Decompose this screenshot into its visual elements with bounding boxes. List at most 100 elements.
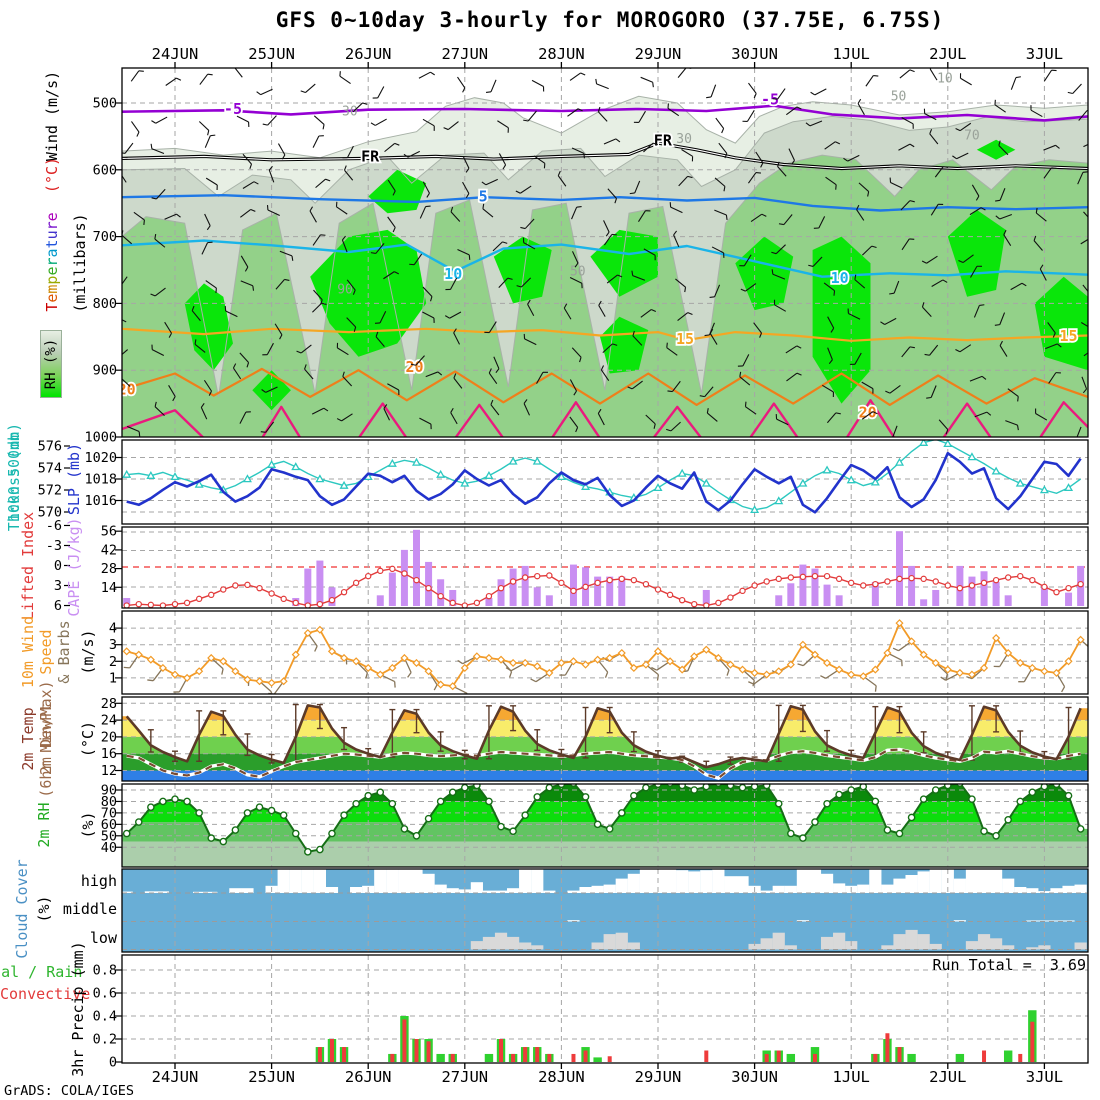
date-label-top: 28JUN [538, 45, 585, 63]
temp-contour-label: -5 [224, 100, 242, 118]
cloud-row-label: high [81, 872, 117, 890]
y-tick-label: 1 [109, 670, 117, 686]
y-tick-label: 12 [101, 763, 117, 779]
y-tick-label: 4 [109, 621, 117, 637]
temp-contour-label: 20 [859, 403, 877, 421]
date-label-bottom: 28JUN [538, 1068, 585, 1086]
date-label-bottom: 3JUL [1026, 1068, 1063, 1086]
lifted-index-axis-label: Lifted Index [19, 511, 37, 621]
date-label-top: 30JUN [731, 45, 778, 63]
temp-contour-label: 10 [444, 265, 462, 283]
temp-contour-label: 5 [479, 188, 488, 206]
date-label-top: 1JUL [833, 45, 870, 63]
millibars-axis-label: (millibars) [71, 213, 89, 313]
date-label-top: 26JUN [345, 45, 392, 63]
y-tick-label: 0.6 [93, 986, 117, 1002]
panel-upper-air: 10 30 30 50 50 70 90 -5 -5 FR FR 5 10 10 15 15 20 20 20 [118, 68, 1088, 437]
y-tick-label: 1000 [84, 430, 117, 446]
temperature-letter: t [43, 239, 61, 249]
cape-axis-label: CAPE (J/kg) [65, 517, 83, 617]
grads-credit: GrADS: COLA/IGES [4, 1083, 135, 1099]
y-tick-label: 1018 [84, 472, 117, 488]
date-label-bottom: 1JUL [833, 1068, 870, 1086]
y-tick-label: 1016 [84, 493, 117, 509]
date-label-bottom: 24JUN [152, 1068, 199, 1086]
panel-precip [122, 955, 1088, 1063]
y-tick-label: 90 [101, 783, 117, 799]
li-tick-label: 3 [54, 578, 62, 594]
date-label-top: 25JUN [248, 45, 295, 63]
y-tick-label: 700 [93, 229, 117, 245]
panel-slp-thickness [122, 440, 1088, 524]
li-tick-label: -6 [46, 518, 62, 534]
cloud-cover-axis-label: Cloud Cover [13, 859, 31, 959]
rh-contour-label: 30 [676, 132, 692, 147]
y-tick-label: 70 [101, 805, 117, 821]
wind10m-axis-label: 10m Wind [19, 615, 37, 689]
thickness-tick-label: 576 [38, 439, 62, 455]
y-tick-label: 42 [101, 542, 117, 558]
date-label-top: 3JUL [1026, 45, 1063, 63]
temperature-letter: r [43, 257, 61, 267]
y-tick-label: 50 [101, 828, 117, 844]
wind-axis-label: Wind (m/s) [43, 70, 61, 162]
convective-label: Convective [0, 985, 91, 1003]
y-tick-label: 0.4 [93, 1009, 117, 1025]
date-label-bottom: 26JUN [345, 1068, 392, 1086]
y-tick-label: 24 [101, 713, 117, 729]
y-tick-label: 500 [93, 96, 117, 112]
panel-cloud-cover [122, 869, 1088, 952]
panel-temp2m [122, 697, 1088, 781]
precip-axis-label: 3hr Precip (mm) [69, 941, 87, 1077]
minmax-axis-label: (6hr Min/Max) [37, 680, 55, 798]
date-label-bottom: 30JUN [731, 1068, 778, 1086]
li-tick-label: 0 [54, 558, 62, 574]
li-tick-label: 6 [54, 598, 62, 614]
date-label-bottom: 25JUN [248, 1068, 295, 1086]
rh-shading-legend: RH (%) [40, 330, 62, 398]
temp-contour-label: 20 [406, 358, 424, 376]
wind10m-speed-label: Speed [37, 629, 55, 675]
y-tick-label: 80 [101, 794, 117, 810]
panel-rh2m [122, 784, 1088, 867]
y-tick-label: 28 [101, 696, 117, 712]
date-label-top: 29JUN [635, 45, 682, 63]
degc-axis-label: (°C) [43, 156, 61, 194]
wind10m-units-label: (m/s) [79, 629, 97, 675]
temp-contour-label: 15 [1060, 327, 1078, 345]
temperature-letter: a [43, 248, 61, 258]
rh2m-axis-label: 2m RH [35, 802, 53, 848]
y-tick-label: 14 [101, 580, 117, 596]
date-label-bottom: 2JUL [929, 1068, 966, 1086]
y-tick-label: 900 [93, 363, 117, 379]
temperature-letter: m [43, 284, 61, 294]
temp-contour-label: 20 [118, 381, 136, 399]
cloud-row-label: low [90, 929, 118, 947]
y-tick-label: 20 [101, 729, 117, 745]
y-tick-label: 56 [101, 524, 117, 540]
temp-contour-label: FR [361, 147, 380, 165]
y-tick-label: 800 [93, 296, 117, 312]
rh-contour-label: 30 [342, 105, 358, 120]
temperature-letter: e [43, 212, 61, 222]
temp-contour-label: FR [654, 131, 673, 149]
axes: 5006007008009001000102010181016564228144… [38, 45, 1089, 1086]
temperature-letter: r [43, 221, 61, 231]
cloud-cover-units-label: (%) [35, 895, 53, 923]
rh-contour-label: 50 [570, 264, 586, 279]
rh-contour-label: 10 [937, 71, 953, 86]
y-tick-label: 28 [101, 561, 117, 577]
temperature-letter: p [43, 275, 61, 285]
y-tick-label: 40 [101, 840, 117, 856]
y-tick-label: 0 [109, 1055, 117, 1071]
y-tick-label: 600 [93, 162, 117, 178]
panel-wind10m [122, 611, 1088, 694]
date-label-bottom: 29JUN [635, 1068, 682, 1086]
temp2m-axis-label: 2m Temp [19, 707, 37, 771]
slp-axis-label: SLP (mb) [65, 442, 83, 516]
rh-contour-label: 50 [891, 89, 907, 104]
y-tick-label: 16 [101, 746, 117, 762]
